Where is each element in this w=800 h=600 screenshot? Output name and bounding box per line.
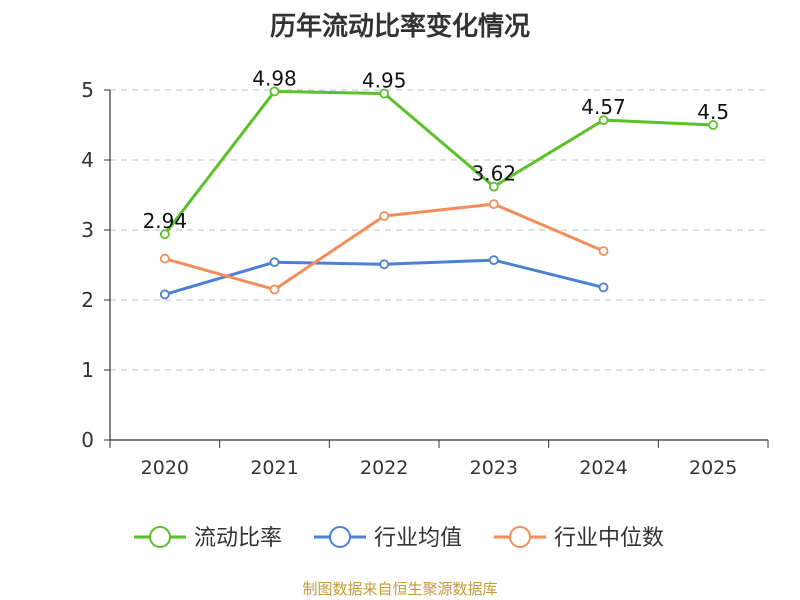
- data-point: [708, 120, 719, 130]
- data-labels: 2.94 4.98 4.95 3.62 4.57 4.5: [143, 66, 730, 233]
- legend-item[interactable]: 行业中位数: [494, 526, 664, 551]
- y-tick-label: 5: [81, 78, 94, 102]
- data-point: [379, 259, 390, 270]
- chart-title: 历年流动比率变化情况: [269, 12, 530, 42]
- legend[interactable]: 流动比率 行业均值 行业中位数: [134, 526, 664, 551]
- data-point: [379, 88, 390, 99]
- axes: 0 1 2 3 4 5 2020 2021 2022 2023 2024 2025: [81, 78, 769, 479]
- y-tick-label: 3: [81, 218, 94, 242]
- legend-item[interactable]: 流动比率: [134, 526, 282, 551]
- data-label: 2.94: [143, 209, 188, 233]
- data-label: 4.98: [252, 66, 297, 90]
- data-point: [159, 253, 170, 264]
- legend-label: 流动比率: [194, 526, 282, 551]
- data-point: [269, 284, 280, 295]
- x-tick-label: 2024: [579, 457, 627, 479]
- data-point: [598, 115, 609, 125]
- data-point: [598, 282, 609, 293]
- x-tick-label: 2020: [141, 457, 189, 479]
- y-tick-label: 4: [81, 148, 94, 172]
- data-label: 4.57: [581, 95, 626, 119]
- series-lines: [159, 86, 719, 300]
- x-tick-label: 2021: [250, 457, 298, 479]
- x-tick-label: 2022: [360, 457, 408, 479]
- x-tick-label: 2025: [689, 457, 737, 479]
- legend-label: 行业均值: [374, 526, 462, 551]
- y-tick-label: 2: [81, 288, 94, 312]
- data-point: [488, 255, 499, 266]
- data-point: [488, 181, 499, 192]
- data-point: [598, 246, 609, 256]
- data-label: 3.62: [472, 162, 517, 186]
- y-tick-label: 1: [81, 358, 94, 382]
- y-tick-label: 0: [81, 428, 94, 452]
- x-tick-label: 2023: [470, 457, 518, 479]
- data-point: [488, 199, 499, 210]
- data-point: [379, 211, 390, 221]
- data-point: [159, 289, 170, 300]
- legend-marker-icon: [509, 526, 531, 548]
- series-line: [163, 89, 714, 236]
- legend-marker-icon: [149, 526, 171, 548]
- data-point: [269, 257, 280, 268]
- legend-label: 行业中位数: [554, 526, 664, 551]
- data-point: [269, 86, 280, 97]
- data-label: 4.95: [362, 69, 407, 93]
- data-point: [159, 229, 170, 240]
- legend-marker-icon: [329, 526, 351, 548]
- data-label: 4.5: [697, 100, 729, 124]
- source-note: 制图数据来自恒生聚源数据库: [302, 580, 498, 598]
- grid-lines: [110, 89, 768, 371]
- legend-item[interactable]: 行业均值: [314, 526, 462, 551]
